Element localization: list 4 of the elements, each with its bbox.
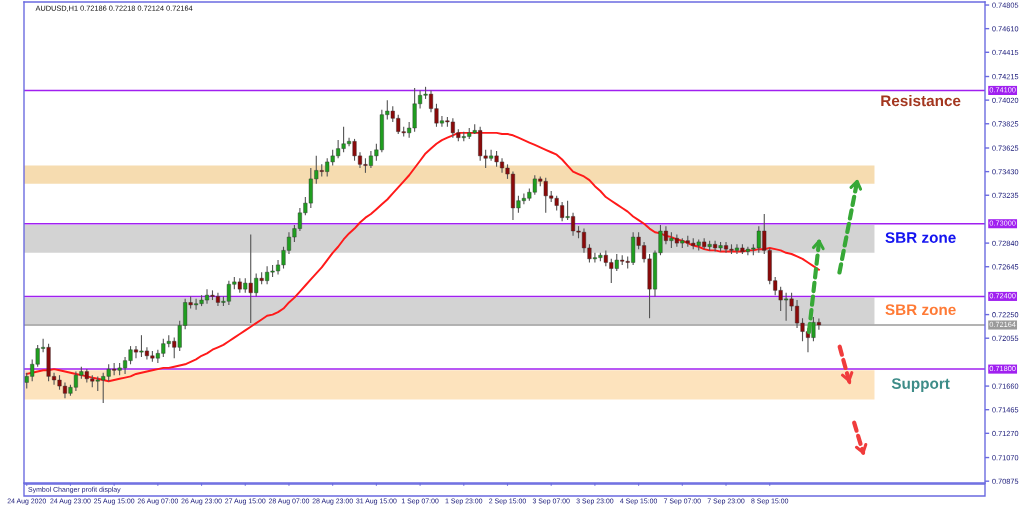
text: Resistance bbox=[881, 94, 961, 107]
band-label: Support bbox=[891, 378, 950, 392]
band-label: SBR zone bbox=[885, 304, 956, 316]
band-label: SBR zone bbox=[885, 232, 956, 243]
